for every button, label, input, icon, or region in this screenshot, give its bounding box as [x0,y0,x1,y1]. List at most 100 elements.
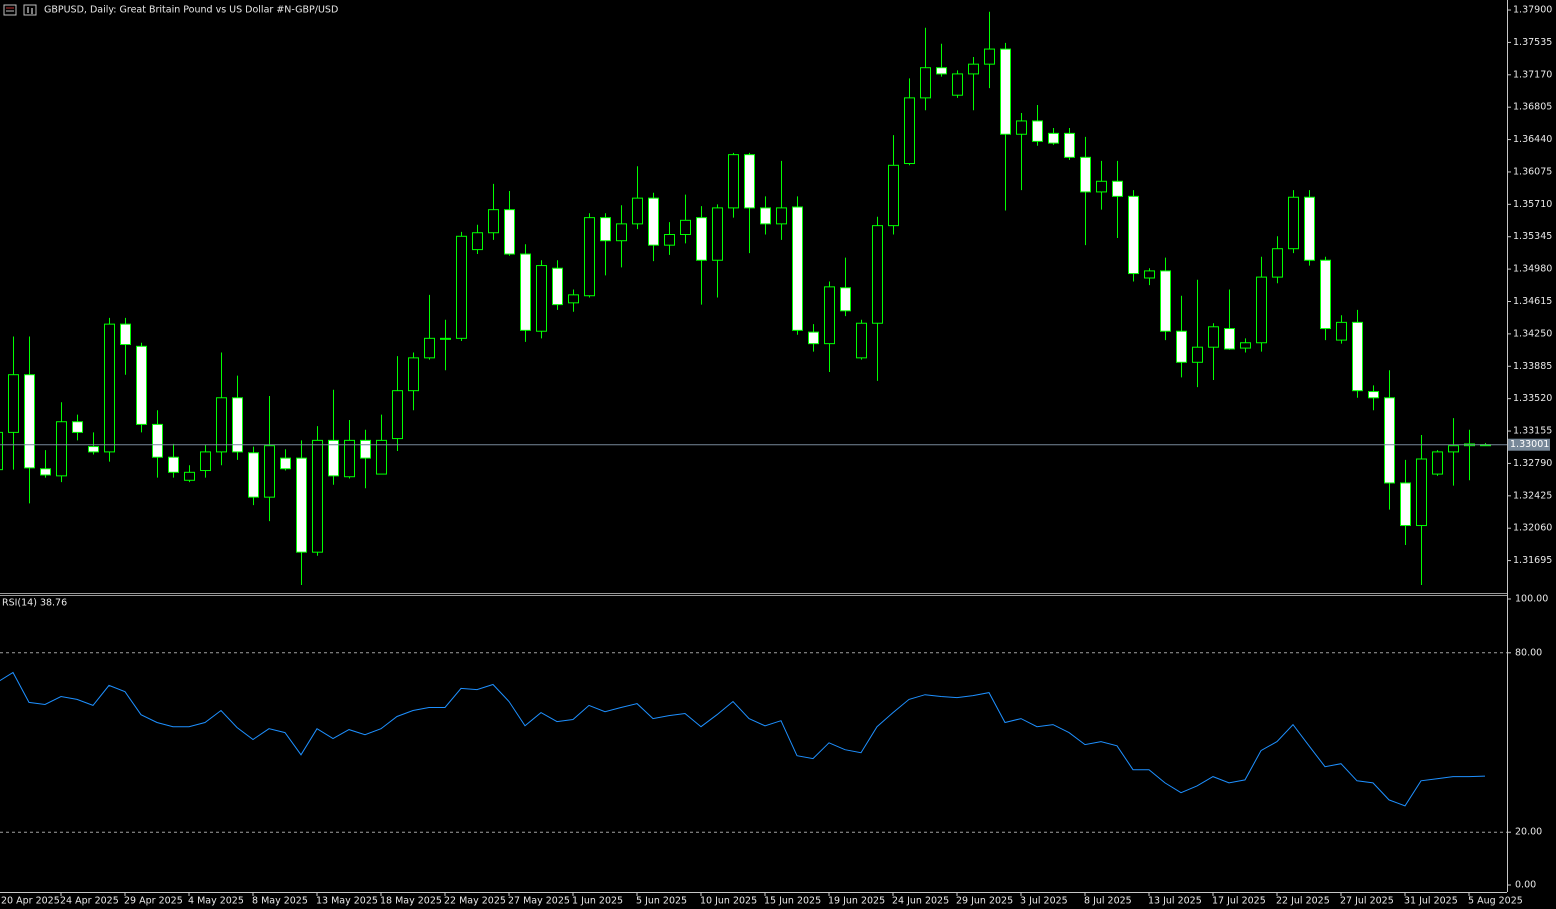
candle [408,352,419,411]
candle-body-down [328,439,339,477]
candle-body-down [248,452,259,498]
current-price-label: 1.33001 [1510,439,1549,450]
candle [136,342,147,433]
x-tick-label: 8 Jul 2025 [1084,896,1132,907]
candle-body-up [712,207,723,261]
x-tick-label: 8 May 2025 [252,896,308,907]
candle [0,431,3,471]
candle-body-down [552,267,563,306]
candle-body-down [600,217,611,242]
candle-body-up [1448,445,1459,453]
candle [152,410,163,478]
header-icons [3,4,37,16]
y-tick-label: 1.32790 [1513,458,1552,469]
candle-body-up [1192,346,1203,363]
candle-body-down [1368,391,1379,399]
candle [312,426,323,556]
candle [1176,295,1187,378]
candle-body-down [1320,259,1331,330]
candle-body-down [360,439,371,459]
candle [360,429,371,489]
chart-title: GBPUSD, Daily: Great Britain Pound vs US… [44,5,338,16]
candle-body-down [1224,328,1235,350]
candle-body-up [776,207,787,225]
candle [680,194,691,244]
candle [1304,190,1315,266]
candle [296,440,307,585]
candle [984,11,995,89]
current-price-box [1508,438,1550,451]
candle-body-up [568,294,579,304]
candle [968,57,979,111]
candle-body-down [1176,330,1187,363]
candle-body-down [152,423,163,458]
x-tick-label: 29 Apr 2025 [124,896,183,907]
candle-body-down [88,446,99,453]
y-tick-label: 1.34980 [1513,264,1552,275]
candle [440,319,451,371]
candle [728,152,739,218]
candle-body-down [696,217,707,261]
indicator-title: RSI(14) 38.76 [2,598,67,609]
candle [1384,370,1395,510]
candle-body-down [744,154,755,209]
candle-body-up [872,225,883,324]
candle-body-up [408,357,419,392]
candle-body-down [1384,397,1395,484]
candle-body-down [120,323,131,346]
candle [1016,112,1027,191]
candle-body-down [1128,195,1139,275]
candle [168,443,179,478]
candle [1320,256,1331,341]
candle [1416,435,1427,585]
icon-list [3,4,17,16]
candle-body-up [1432,451,1443,475]
candle-body-down [136,345,147,425]
y-tick-label: 1.37170 [1513,69,1552,80]
candle [792,196,803,335]
candle [216,352,227,466]
candle [120,317,131,375]
candle [568,289,579,312]
rsi-line [0,671,1486,807]
candle-body-up [616,223,627,242]
candle-body-up [1240,342,1251,349]
candle-body-up [1096,180,1107,193]
candle [104,317,115,462]
candle [632,166,643,230]
candle-body-down [760,207,771,225]
candle-body-up [424,337,435,359]
candle [536,260,547,339]
candle-body-up [888,164,899,227]
candle [616,205,627,268]
candle-body-up [184,471,195,481]
candle [1448,418,1459,486]
candle-body-down [840,287,851,312]
candle [1432,450,1443,476]
candle-body-down [1400,482,1411,527]
candle-body-up [488,209,499,234]
y-tick-label: 1.33520 [1513,393,1552,404]
candle [392,356,403,452]
candle-body-up [920,67,931,99]
candle [1208,323,1219,381]
candle-body-up [1336,321,1347,341]
candle-body-up [824,286,835,345]
candle-body-up [1208,326,1219,348]
candle-body-down [1160,270,1171,332]
candle-body-up [968,63,979,75]
candle-body-up [264,445,275,498]
x-tick-label: 17 Jul 2025 [1212,896,1266,907]
candle [1048,128,1059,145]
candle [552,260,563,310]
x-tick-label: 5 Aug 2025 [1468,896,1523,907]
candle-body-up [1416,458,1427,527]
x-tick-label: 5 Jun 2025 [636,896,687,907]
x-tick-label: 20 Apr 2025 [1,896,60,907]
candle [696,206,707,305]
candle-body-up [1016,120,1027,135]
candle-body-down [1304,196,1315,261]
candle-body-up [728,154,739,209]
candle [920,27,931,111]
candle [1032,104,1043,146]
